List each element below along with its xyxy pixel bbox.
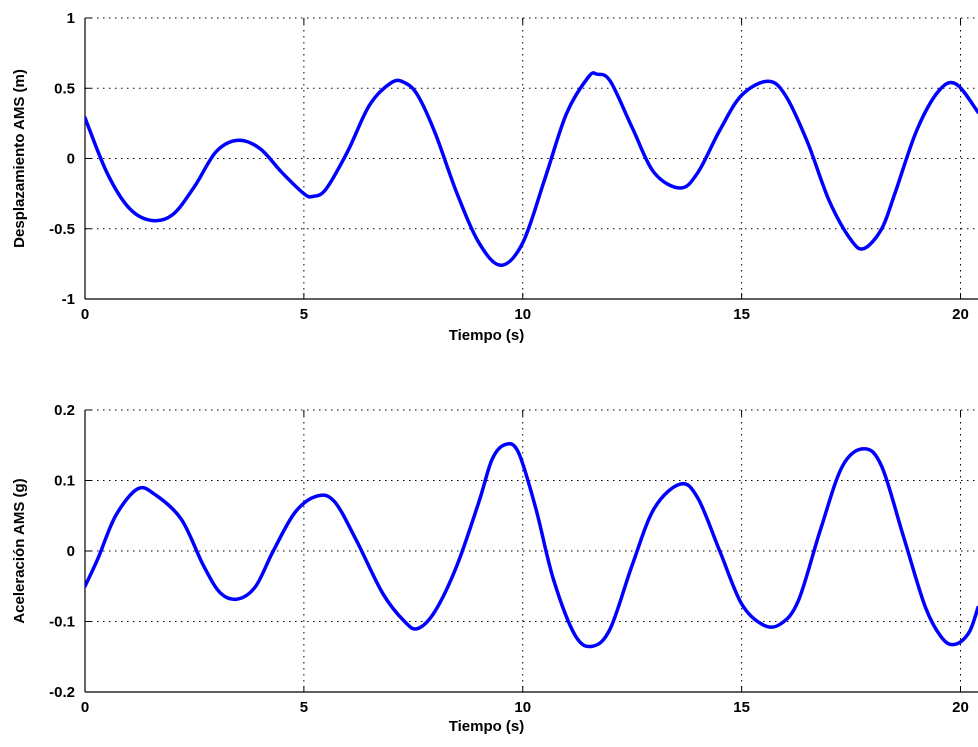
y-tick-label: 0.2	[54, 402, 75, 419]
y-tick-label: 0	[67, 151, 75, 168]
y-tick-label: -0.1	[49, 614, 75, 631]
x-tick-label: 20	[952, 306, 969, 323]
y-tick-label: 0.1	[54, 473, 75, 490]
x-tick-label: 15	[733, 699, 750, 716]
x-axis-label: Tiempo (s)	[449, 327, 525, 344]
y-tick-label: 0.5	[54, 80, 75, 97]
x-tick-label: 10	[514, 699, 531, 716]
y-axis-label: Desplazamiento AMS (m)	[11, 69, 28, 248]
x-tick-label: 5	[300, 699, 308, 716]
x-axis-label: Tiempo (s)	[449, 718, 525, 735]
y-tick-label: -0.2	[49, 684, 75, 701]
displacement-plot: 0 5 10 15 20 -1 -0.5 0 0.5 1 Tiempo (s) Desplazamie…	[11, 10, 978, 344]
x-tick-label: 15	[733, 306, 750, 323]
x-tick-label: 10	[514, 306, 531, 323]
y-tick-label: -1	[62, 291, 75, 308]
series-line	[85, 71, 978, 268]
y-tick-label: 1	[67, 10, 75, 27]
y-tick-label: 0	[67, 543, 75, 560]
x-tick-label: 5	[300, 306, 308, 323]
y-axis-label: Aceleración AMS (g)	[11, 478, 28, 623]
x-tick-label: 0	[81, 306, 89, 323]
acceleration-plot: 0 5 10 15 20 -0.2 -0.1 0 0.1 0.2 Tiempo (s) Acelera…	[11, 402, 978, 735]
series-line	[85, 441, 978, 649]
x-tick-label: 20	[952, 699, 969, 716]
x-tick-label: 0	[81, 699, 89, 716]
y-tick-label: -0.5	[49, 221, 75, 238]
